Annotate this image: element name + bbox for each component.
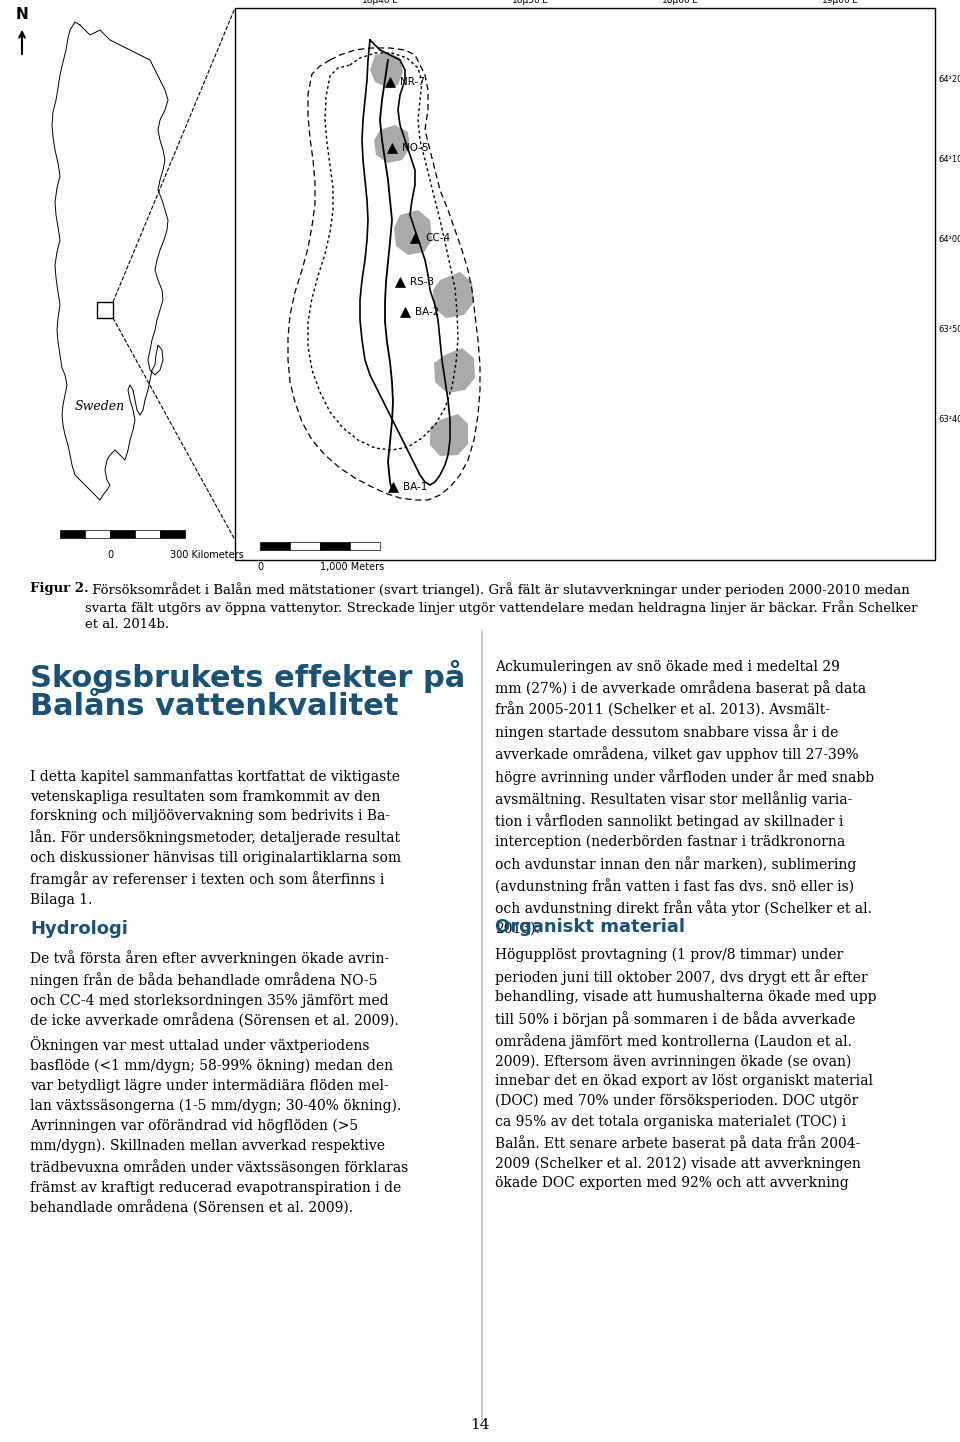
Bar — [110, 531, 135, 538]
Text: BA-2: BA-2 — [415, 307, 440, 317]
Text: Skogsbrukets effekter på: Skogsbrukets effekter på — [30, 660, 466, 694]
Text: Hydrologi: Hydrologi — [30, 920, 128, 937]
Bar — [0, 0, 960, 580]
Bar — [135, 531, 160, 538]
Text: I detta kapitel sammanfattas kortfattat de viktigaste
vetenskapliga resultaten s: I detta kapitel sammanfattas kortfattat … — [30, 770, 401, 907]
Text: 300 Kilometers: 300 Kilometers — [170, 549, 244, 559]
Text: 63²50'N: 63²50'N — [938, 326, 960, 335]
Text: Sweden: Sweden — [75, 399, 125, 412]
Polygon shape — [370, 52, 403, 88]
Polygon shape — [434, 348, 475, 394]
Text: 18µ40'E: 18µ40'E — [362, 0, 398, 4]
Bar — [85, 531, 110, 538]
Polygon shape — [430, 414, 468, 456]
Text: NR-7: NR-7 — [400, 76, 425, 87]
Text: et al. 2014b.: et al. 2014b. — [85, 619, 169, 632]
Text: svarta fält utgörs av öppna vattenytor. Streckade linjer utgör vattendelare meda: svarta fält utgörs av öppna vattenytor. … — [85, 600, 918, 614]
Bar — [235, 9, 935, 559]
Text: 63²40'N: 63²40'N — [938, 415, 960, 424]
Polygon shape — [394, 211, 432, 255]
Text: 64²10'N: 64²10'N — [938, 156, 960, 164]
Bar — [320, 542, 350, 549]
Bar — [60, 531, 85, 538]
Text: NO-5: NO-5 — [402, 143, 428, 153]
Text: Organiskt material: Organiskt material — [495, 919, 685, 936]
Text: RS-3: RS-3 — [410, 277, 434, 287]
Text: Ackumuleringen av snö ökade med i medeltal 29
mm (27%) i de avverkade områdena b: Ackumuleringen av snö ökade med i medelt… — [495, 660, 875, 936]
Bar — [260, 542, 290, 549]
Text: 0: 0 — [257, 562, 263, 572]
Text: CC-4: CC-4 — [425, 234, 450, 244]
Text: De två första åren efter avverkningen ökade avrin-
ningen från de båda behandlad: De två första åren efter avverkningen ök… — [30, 950, 408, 1216]
Text: Högupplöst provtagning (1 prov/8 timmar) under
perioden juni till oktober 2007, : Högupplöst provtagning (1 prov/8 timmar)… — [495, 947, 876, 1191]
Text: 18µ60'E: 18µ60'E — [661, 0, 699, 4]
Bar — [350, 542, 380, 549]
Polygon shape — [374, 125, 410, 163]
Text: 1,000 Meters: 1,000 Meters — [320, 562, 384, 572]
Text: Balåns vattenkvalitet: Balåns vattenkvalitet — [30, 692, 398, 721]
Text: Figur 2.: Figur 2. — [30, 583, 88, 596]
Bar — [290, 542, 320, 549]
Text: 18µ50'E: 18µ50'E — [512, 0, 548, 4]
Text: N: N — [15, 7, 29, 22]
Polygon shape — [433, 273, 474, 319]
Bar — [160, 531, 185, 538]
Text: 64²00'N: 64²00'N — [938, 235, 960, 245]
Text: Försöksområdet i Balån med mätstationer (svart triangel). Grå fält är slutavverk: Försöksområdet i Balån med mätstationer … — [88, 583, 910, 597]
Text: 0: 0 — [107, 549, 113, 559]
Bar — [97, 301, 113, 319]
Text: 64²20'N: 64²20'N — [938, 75, 960, 85]
Text: 19µ00'E: 19µ00'E — [822, 0, 858, 4]
Text: BA-1: BA-1 — [403, 482, 427, 492]
Text: 14: 14 — [470, 1417, 490, 1432]
